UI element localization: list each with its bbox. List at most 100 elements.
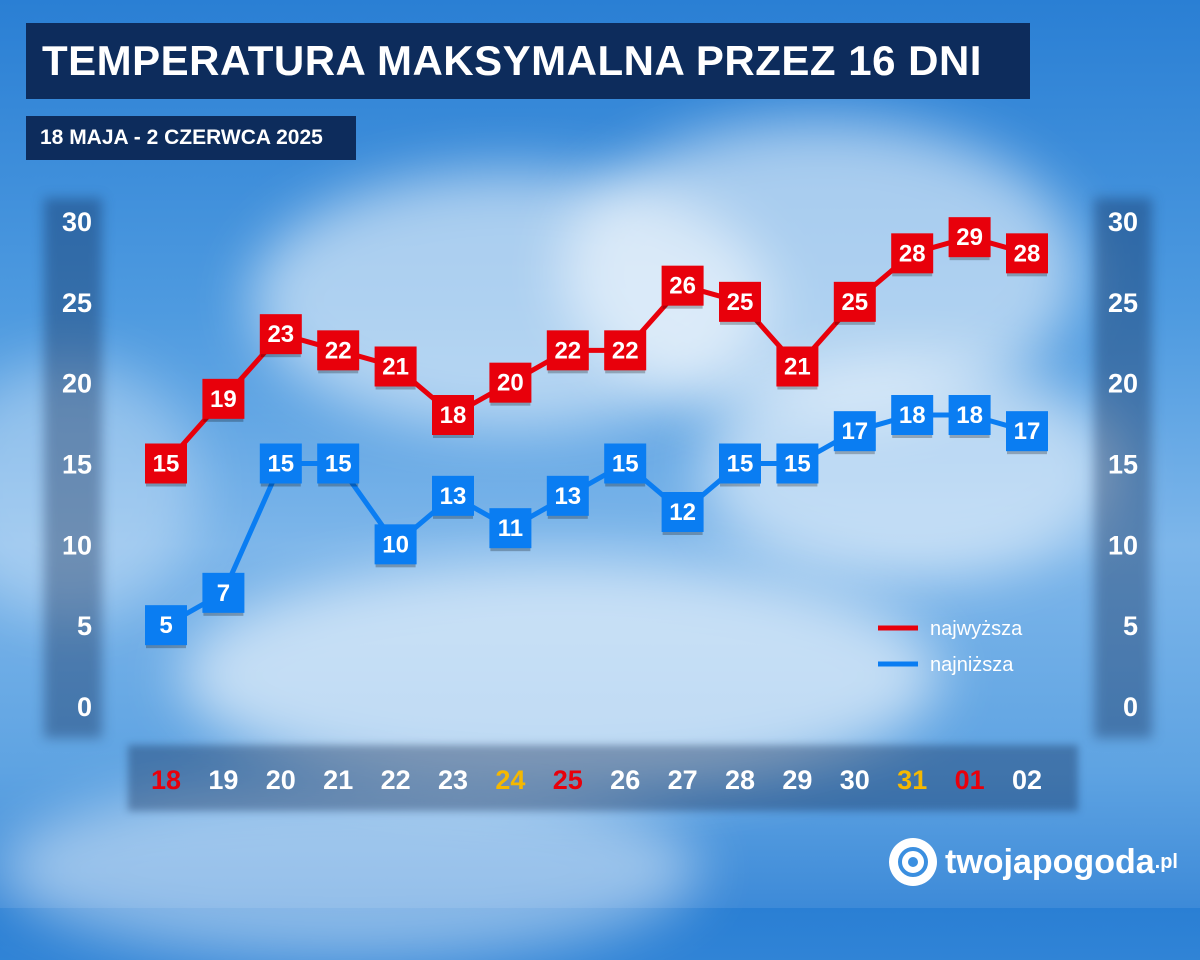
data-point-box [145, 605, 187, 646]
data-point-min: 5 [145, 605, 187, 649]
x-tick-label: 31 [897, 765, 927, 795]
data-point-min: 15 [604, 443, 647, 487]
logo-icon [889, 838, 937, 886]
right-y-axis-panel [1094, 198, 1152, 738]
data-label: 21 [784, 354, 811, 381]
data-point-box [145, 443, 187, 484]
x-tick-label: 23 [438, 765, 468, 795]
data-point-box [546, 330, 589, 371]
data-point-max: 22 [317, 330, 360, 374]
data-label: 15 [325, 451, 352, 478]
data-point-box [546, 475, 589, 516]
data-point-min: 13 [546, 475, 589, 519]
y-tick-label-right: 20 [1108, 369, 1138, 399]
data-point-max: 28 [891, 233, 934, 277]
data-label: 18 [440, 402, 467, 429]
x-tick-label: 02 [1012, 765, 1042, 795]
x-tick-label: 26 [610, 765, 640, 795]
data-point-box [259, 443, 302, 484]
data-label: 13 [440, 483, 467, 510]
data-label: 22 [612, 337, 639, 364]
data-label: 26 [669, 273, 696, 300]
data-point-max: 25 [833, 281, 876, 325]
series-line-min [164, 412, 1028, 628]
data-point-box [833, 281, 876, 322]
data-point-max: 21 [374, 346, 417, 390]
data-label: 22 [325, 337, 352, 364]
data-point-box [719, 443, 761, 484]
data-label: 29 [956, 224, 983, 251]
logo-suffix: .pl [1154, 850, 1178, 873]
x-tick-label: 22 [381, 765, 411, 795]
x-axis-panel [128, 745, 1078, 811]
brand-logo[interactable]: twojapogoda .pl [889, 838, 1178, 886]
data-point-max: 28 [1006, 233, 1048, 277]
data-point-max: 29 [948, 217, 991, 261]
data-point-box [489, 508, 532, 549]
data-point-max: 22 [604, 330, 647, 374]
data-label: 5 [159, 612, 172, 639]
data-label: 23 [267, 321, 294, 348]
data-label: 15 [153, 451, 180, 478]
data-point-box [374, 346, 417, 387]
data-label: 20 [497, 370, 524, 397]
data-point-box [948, 217, 991, 258]
data-point-max: 15 [145, 443, 187, 487]
x-tick-label: 25 [553, 765, 583, 795]
data-label: 25 [841, 289, 868, 316]
x-tick-label: 01 [955, 765, 985, 795]
data-point-box [891, 395, 934, 435]
data-point-box [1006, 411, 1048, 452]
x-tick-label: 28 [725, 765, 755, 795]
chart-subtitle: 18 MAJA - 2 CZERWCA 2025 [40, 126, 323, 149]
data-point-box [374, 524, 417, 565]
y-tick-label-left: 0 [77, 692, 92, 722]
data-label: 21 [382, 354, 409, 381]
x-ticks: 18 19 20 21 22 23 24 25 26 27 28 29 30 31 01 02 [151, 765, 1042, 795]
data-point-min: 11 [489, 508, 532, 552]
data-point-max: 19 [202, 378, 245, 422]
x-tick-label: 18 [151, 765, 181, 795]
data-label: 18 [956, 402, 983, 429]
chart-subtitle-box: 18 MAJA - 2 CZERWCA 2025 [26, 116, 356, 160]
data-point-box [317, 443, 360, 484]
x-tick-label: 29 [782, 765, 812, 795]
y-tick-label-left: 30 [62, 207, 92, 237]
data-point-box [1006, 233, 1048, 274]
data-point-box [259, 314, 302, 355]
x-tick-label: 30 [840, 765, 870, 795]
chart-title-box: TEMPERATURA MAKSYMALNA PRZEZ 16 DNI [26, 23, 1030, 99]
data-point-max: 18 [432, 395, 474, 438]
data-point-min: 17 [1006, 411, 1048, 455]
x-tick-label: 21 [323, 765, 353, 795]
legend-label: najwyższa [930, 618, 1023, 640]
data-label: 22 [554, 337, 581, 364]
y-tick-label-right: 5 [1123, 611, 1138, 641]
x-tick-label: 24 [495, 765, 525, 795]
data-point-min: 10 [374, 524, 417, 568]
data-point-min: 13 [432, 475, 474, 519]
data-label: 15 [612, 451, 639, 478]
x-tick-label: 27 [668, 765, 698, 795]
data-point-min: 18 [891, 395, 934, 438]
data-point-box [317, 330, 360, 371]
data-label: 12 [669, 499, 696, 526]
data-point-min: 17 [833, 411, 876, 455]
temperature-chart: 0 5 10 15 20 25 30 0 5 10 15 20 25 30 18 19 20 21 22 23 24… [62, 207, 1138, 795]
data-point-box [719, 281, 761, 322]
data-point-min: 15 [719, 443, 761, 487]
data-point-max: 23 [259, 314, 302, 358]
data-point-box [432, 475, 474, 516]
data-point-box [661, 492, 704, 532]
data-label: 10 [382, 531, 409, 558]
y-tick-label-right: 30 [1108, 207, 1138, 237]
data-point-min: 12 [661, 492, 704, 535]
data-label: 11 [498, 515, 523, 542]
data-label: 15 [267, 451, 294, 478]
data-label: 25 [727, 289, 754, 316]
y-tick-label-right: 10 [1108, 530, 1138, 560]
data-point-box [661, 265, 704, 306]
y-tick-label-left: 5 [77, 611, 92, 641]
data-label: 7 [217, 580, 230, 607]
series-points: 15 19 23 22 21 18 20 22 22 26 25 21 25 28 29 28 5 7 15 15 10… [145, 217, 1048, 649]
